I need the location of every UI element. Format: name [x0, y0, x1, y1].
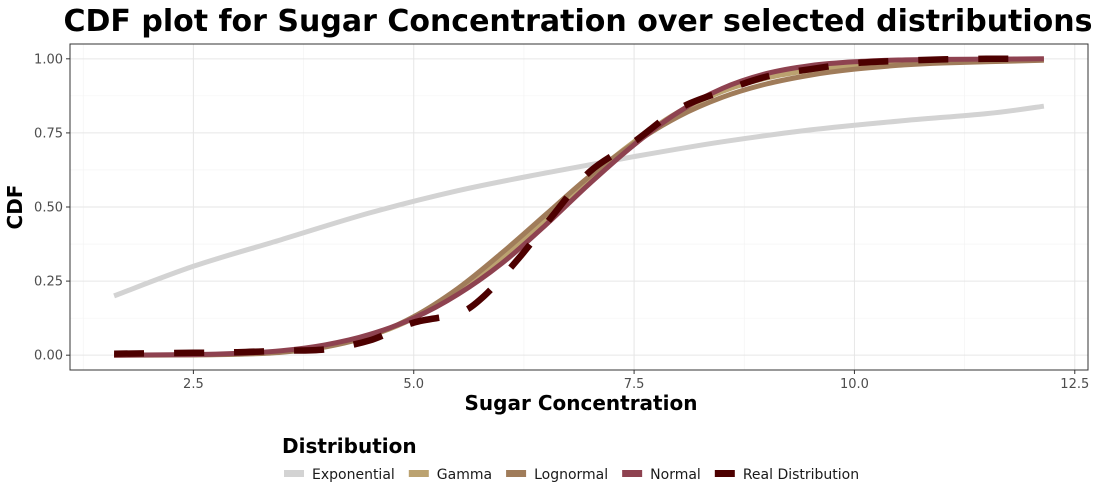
- x-tick-label: 5.0: [403, 377, 424, 392]
- chart-title: CDF plot for Sugar Concentration over se…: [63, 4, 1092, 39]
- x-tick-label: 10.0: [840, 377, 869, 392]
- legend-label-real-distribution: Real Distribution: [743, 467, 859, 483]
- legend-items: Exponential Gamma Lognormal Normal Real Dist…: [284, 467, 859, 483]
- legend-title: Distribution: [282, 434, 417, 458]
- y-axis-title: CDF: [3, 185, 27, 230]
- y-tick-label: 0.50: [34, 201, 63, 216]
- y-tick-label: 0.00: [34, 349, 63, 364]
- legend: Distribution Exponential Gamma Lognormal No…: [282, 434, 859, 483]
- y-tick-label: 0.75: [34, 126, 63, 141]
- x-axis-ticks: 2.5 5.0 7.5 10.0 12.5: [183, 370, 1089, 392]
- legend-label-exponential: Exponential: [312, 467, 395, 483]
- y-axis-ticks: 0.00 0.25 0.50 0.75 1.00: [34, 52, 70, 363]
- legend-key-exponential: [284, 470, 304, 477]
- x-tick-label: 7.5: [624, 377, 645, 392]
- x-tick-label: 2.5: [183, 377, 204, 392]
- legend-key-gamma: [409, 470, 429, 477]
- legend-key-normal: [622, 470, 642, 477]
- legend-label-lognormal: Lognormal: [534, 467, 608, 483]
- y-tick-label: 0.25: [34, 275, 63, 290]
- legend-key-real-distribution: [715, 470, 735, 477]
- legend-key-lognormal: [506, 470, 526, 477]
- y-tick-label: 1.00: [34, 52, 63, 67]
- legend-label-normal: Normal: [650, 467, 701, 483]
- x-axis-title: Sugar Concentration: [465, 391, 698, 415]
- legend-label-gamma: Gamma: [437, 467, 492, 483]
- x-tick-label: 12.5: [1060, 377, 1089, 392]
